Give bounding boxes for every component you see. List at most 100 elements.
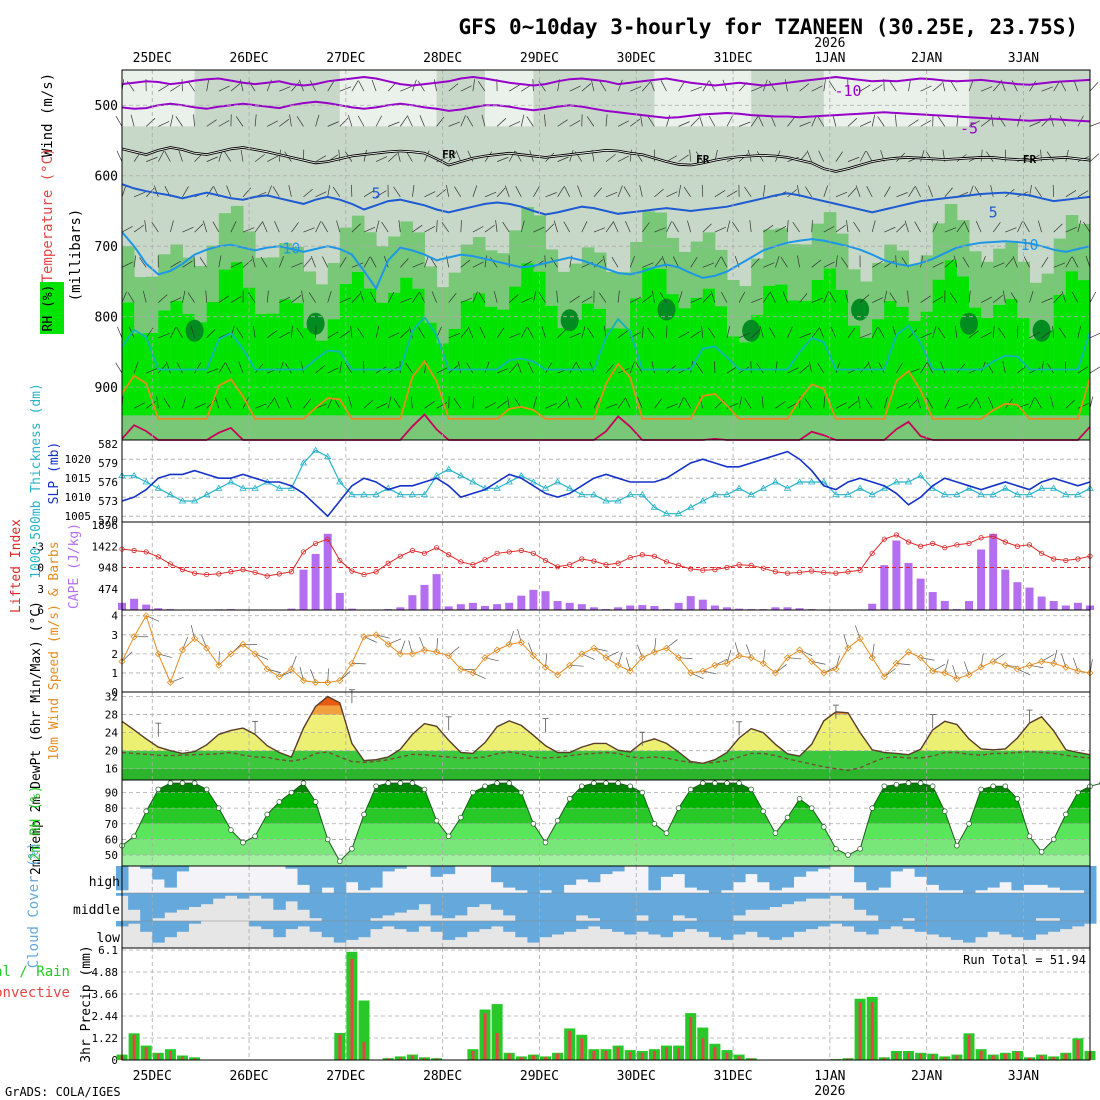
- rh2m-point: [361, 811, 367, 818]
- rh-band: [472, 293, 486, 416]
- thickness-point: [941, 490, 949, 498]
- cloud-bar-high: [648, 866, 661, 891]
- wind-barb: [750, 258, 760, 268]
- lifted-index-point: [930, 540, 936, 547]
- wind-barb: [315, 365, 326, 374]
- wind-barb: [484, 191, 497, 198]
- rh2m-point: [300, 780, 307, 786]
- rh2m-point: [833, 846, 839, 852]
- cloud-bar-high: [1023, 866, 1036, 885]
- wind-speed-point: [263, 665, 271, 673]
- wind-barb: [133, 224, 145, 233]
- rh2m-point: [494, 780, 500, 786]
- wind-barb: [502, 221, 510, 233]
- wind-barb: [908, 186, 916, 198]
- wind-barb: [738, 396, 743, 409]
- rh2m-point: [796, 796, 803, 802]
- wind-barb: [859, 294, 870, 303]
- thickness-point: [650, 503, 659, 510]
- lifted-index-point: [300, 549, 307, 555]
- cloud-bar-high: [1059, 866, 1073, 891]
- wind-barb: [1005, 227, 1017, 233]
- wind-barb: [835, 191, 848, 198]
- rh2m-point: [324, 836, 331, 843]
- wind-speed-point: [711, 661, 719, 669]
- cloud-bar-low: [684, 921, 698, 930]
- wind-barb: [1077, 366, 1089, 374]
- cape-tick-label: 1422: [92, 540, 119, 553]
- cloud-bar-low: [648, 921, 661, 935]
- lifted-index-point: [724, 564, 730, 571]
- wind-barb: [284, 362, 292, 374]
- cloud-bar-high: [902, 866, 915, 869]
- thickness-point: [686, 503, 695, 510]
- wind-speed-point: [723, 659, 731, 667]
- wind-barb: [359, 291, 365, 303]
- wind-barb: [218, 295, 230, 303]
- cloud-bar-high: [503, 866, 516, 888]
- cloud-bar-high: [612, 866, 625, 872]
- wind-speed-point: [747, 654, 755, 662]
- cape-bar: [420, 584, 429, 610]
- precip-convective-bar: [1052, 1057, 1056, 1060]
- wind-barb: [629, 149, 632, 162]
- lifted-index-point: [482, 557, 488, 563]
- wind-barb: [351, 80, 359, 92]
- wind-barb: [698, 114, 704, 127]
- rh-band: [993, 305, 1006, 416]
- cloud-bar-low: [950, 921, 964, 940]
- precip-convective-bar: [435, 1058, 439, 1060]
- wind-barb: [291, 222, 299, 233]
- temp-fill-band: [122, 750, 1090, 769]
- cloud-bar-low: [600, 921, 613, 930]
- thickness-point: [457, 471, 465, 479]
- cloud-bar-low: [515, 921, 528, 938]
- li-tick-label: 3: [37, 583, 44, 596]
- wind-speed-point: [662, 644, 671, 652]
- cloud-bar-low: [128, 921, 141, 924]
- wind-barb: [847, 118, 858, 127]
- wind-barb: [1046, 362, 1054, 374]
- wind-barb: [1002, 361, 1006, 374]
- cloud-bar-middle: [224, 893, 238, 896]
- wind-barb: [278, 361, 284, 374]
- precip-convective-bar: [870, 1002, 874, 1060]
- wind-speed-point: [130, 633, 138, 641]
- cape-bar: [505, 602, 514, 610]
- cloud-bar-high: [878, 866, 891, 888]
- cloud-bar-low: [636, 921, 649, 932]
- cloud-bar-low: [551, 921, 565, 935]
- cape-bar: [517, 595, 526, 610]
- wind-barb: [1029, 121, 1041, 127]
- rh2m-point: [712, 780, 718, 786]
- wind-barb: [944, 227, 957, 233]
- rh2m-point: [1050, 836, 1057, 843]
- cloud-bar-low: [708, 921, 722, 938]
- wind-barb: [436, 220, 438, 233]
- wind-barb: [647, 327, 655, 339]
- wind-barb: [639, 185, 643, 197]
- precip-total-bar: [358, 1000, 370, 1060]
- wind-barb: [339, 361, 343, 374]
- wind-barb: [612, 220, 619, 233]
- rh2m-point: [433, 817, 440, 824]
- wind-barb: [408, 326, 413, 338]
- thickness-point: [372, 490, 380, 498]
- wind-barb: [291, 325, 293, 338]
- wind-barb: [702, 293, 712, 303]
- rh-band: [509, 286, 522, 416]
- cloud-bar-low: [963, 921, 976, 943]
- rh-legend-swatch: [40, 282, 64, 334]
- lifted-index-point: [1002, 539, 1008, 545]
- cape-tick-label: 948: [98, 562, 118, 575]
- wind-barb: [424, 255, 429, 268]
- wind-tick-label: 3: [111, 629, 118, 642]
- wind-barb: [721, 256, 728, 268]
- wind-barb: [738, 121, 751, 127]
- cape-bar: [541, 591, 550, 610]
- cloud-bar-high: [950, 866, 964, 891]
- wind-barb: [799, 293, 808, 303]
- rh-band: [944, 260, 958, 416]
